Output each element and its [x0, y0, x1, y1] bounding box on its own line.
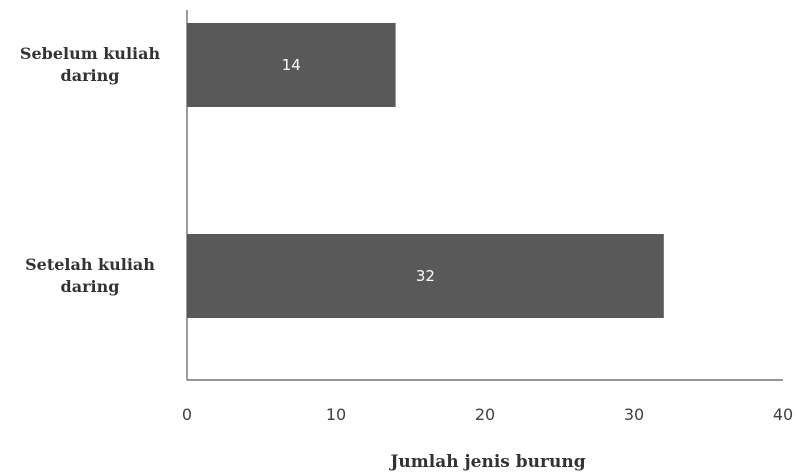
category-label-line: Setelah kuliah: [25, 255, 155, 274]
data-label-1: 32: [416, 267, 435, 285]
bars-layer: [187, 23, 664, 318]
category-label-1: Setelah kuliah daring: [25, 255, 155, 296]
data-labels-layer: 14 32: [282, 56, 435, 285]
x-tick-label-4: 40: [773, 405, 793, 424]
category-label-line: Sebelum kuliah: [20, 44, 161, 63]
bar-1: [187, 234, 664, 318]
data-label-0: 14: [282, 56, 301, 74]
x-tick-label-2: 20: [475, 405, 495, 424]
category-label-line: daring: [61, 66, 120, 85]
category-labels-layer: Sebelum kuliah daring Setelah kuliah daring: [20, 44, 161, 296]
x-tick-labels: 0 10 20 30 40: [182, 405, 793, 424]
x-tick-label-0: 0: [182, 405, 192, 424]
bar-0: [187, 23, 396, 107]
category-label-line: daring: [61, 277, 120, 296]
x-tick-label-3: 30: [624, 405, 644, 424]
x-tick-label-1: 10: [326, 405, 346, 424]
category-label-0: Sebelum kuliah daring: [20, 44, 161, 85]
x-axis-title: Jumlah jenis burung: [388, 452, 585, 472]
